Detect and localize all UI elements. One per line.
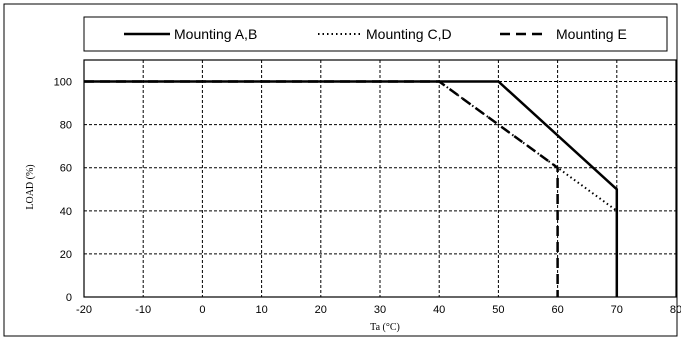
x-tick-label: 60 [551, 304, 563, 316]
x-tick-label: 80 [670, 304, 681, 316]
series-line-mounting-c-d [84, 80, 618, 212]
series-line-mounting-e [84, 80, 559, 297]
series-line-mounting-a-b [84, 80, 619, 297]
x-tick-label: 70 [611, 304, 623, 316]
x-tick-label: 50 [492, 304, 504, 316]
x-tick-label: 10 [255, 304, 267, 316]
legend-label-mounting-ab: Mounting A,B [174, 26, 257, 42]
y-axis-label: LOAD (%) [25, 164, 36, 209]
x-tick-labels: -20 -10 0 10 20 30 40 50 60 70 80 [76, 304, 681, 316]
legend-label-mounting-cd: Mounting C,D [366, 26, 452, 42]
outer-frame [3, 3, 678, 337]
legend-label-mounting-e: Mounting E [556, 26, 627, 42]
x-tick-label: 0 [199, 304, 205, 316]
y-tick-label: 0 [66, 292, 72, 304]
y-tick-label: 80 [60, 120, 72, 132]
x-tick-label: 30 [374, 304, 386, 316]
y-tick-label: 40 [60, 206, 72, 218]
x-tick-label: 20 [315, 304, 327, 316]
series-lines [84, 80, 619, 297]
x-axis-label: Ta (°C) [370, 322, 400, 333]
x-tick-label: 40 [433, 304, 445, 316]
x-tick-label: -20 [76, 304, 92, 316]
x-tick-label: -10 [135, 304, 151, 316]
plot-frame [83, 59, 677, 298]
y-tick-label: 20 [60, 249, 72, 261]
y-tick-label: 60 [60, 163, 72, 175]
y-tick-label: 100 [54, 77, 72, 89]
legend-box [83, 16, 668, 52]
y-tick-labels: 0 20 40 60 80 100 [54, 77, 72, 304]
legend: Mounting A,B Mounting C,D Mounting E [83, 16, 668, 52]
grid-lines [84, 60, 676, 297]
